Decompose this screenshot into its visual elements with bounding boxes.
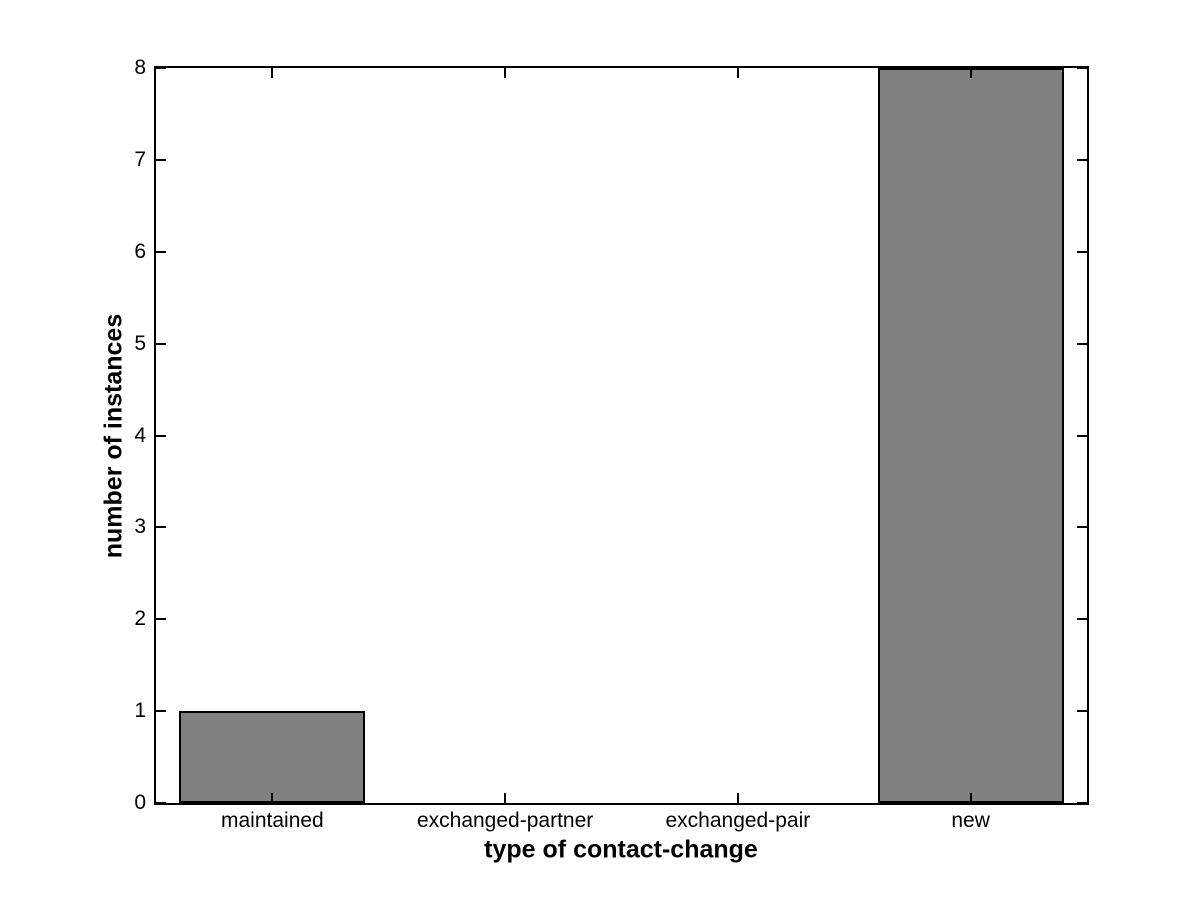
y-tick-label: 1: [134, 699, 146, 723]
y-tick-label: 6: [134, 239, 146, 263]
y-tick-right: [1077, 618, 1087, 621]
y-tick-left: [156, 618, 166, 621]
y-tick-left: [156, 434, 166, 437]
y-tick-label: 5: [134, 331, 146, 355]
x-tick-label: maintained: [221, 809, 324, 832]
x-tick-label: exchanged-partner: [416, 809, 594, 832]
x-tick-label: new: [951, 809, 990, 832]
y-tick-left: [156, 342, 166, 345]
x-tick-top: [271, 68, 274, 78]
x-tick-bottom: [271, 793, 274, 803]
y-tick-right: [1077, 526, 1087, 529]
y-tick-left: [156, 158, 166, 161]
y-tick-right: [1077, 710, 1087, 713]
bar-new: [877, 68, 1064, 803]
x-tick-bottom: [736, 793, 739, 803]
x-tick-bottom: [969, 793, 972, 803]
y-tick-label: 3: [134, 515, 146, 539]
y-tick-right: [1077, 342, 1087, 345]
x-tick-top: [736, 68, 739, 78]
x-tick-bottom: [504, 793, 507, 803]
x-axis-label: type of contact-change: [484, 835, 758, 864]
y-tick-label: 8: [134, 56, 146, 79]
y-tick-left: [156, 526, 166, 529]
y-tick-left: [156, 67, 166, 69]
y-tick-label: 4: [134, 423, 146, 447]
x-tick-label: exchanged-pair: [665, 809, 811, 832]
y-tick-left: [156, 802, 166, 804]
y-tick-label: 2: [134, 607, 146, 631]
y-tick-left: [156, 250, 166, 253]
y-tick-right: [1077, 250, 1087, 253]
y-tick-left: [156, 710, 166, 713]
x-tick-top: [504, 68, 507, 78]
y-tick-label: 0: [134, 791, 146, 814]
y-tick-right: [1077, 802, 1087, 804]
y-tick-right: [1077, 67, 1087, 69]
plot-area: [154, 66, 1089, 805]
bar-maintained: [179, 711, 366, 803]
y-tick-right: [1077, 434, 1087, 437]
x-tick-top: [969, 68, 972, 78]
y-tick-label: 7: [134, 147, 146, 171]
y-tick-right: [1077, 158, 1087, 161]
